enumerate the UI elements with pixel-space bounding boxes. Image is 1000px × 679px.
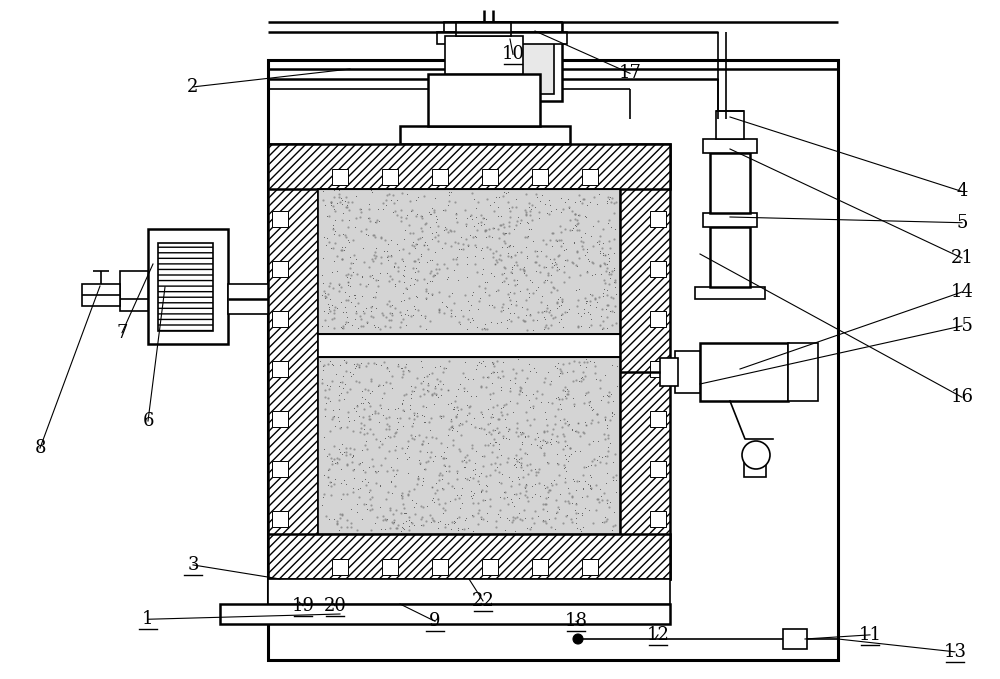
Bar (220, 604, 670, 624)
Bar (120, 271, 148, 311)
Text: 15: 15 (951, 317, 973, 335)
Bar (788, 343, 818, 401)
Bar (650, 211, 666, 227)
Text: 5: 5 (956, 214, 968, 232)
Bar (695, 287, 765, 299)
Bar (268, 579, 670, 604)
Bar (650, 311, 666, 327)
Bar (650, 511, 666, 527)
Text: 2: 2 (187, 78, 199, 96)
Bar (660, 358, 678, 386)
Bar (454, 23, 562, 101)
Text: 21: 21 (951, 249, 973, 267)
Text: 22: 22 (472, 592, 494, 610)
Text: 6: 6 (142, 412, 154, 430)
Bar (400, 126, 570, 144)
Bar (332, 559, 348, 575)
Text: 9: 9 (429, 612, 441, 630)
Bar (272, 261, 288, 277)
Text: 16: 16 (950, 388, 974, 406)
Bar (332, 169, 348, 185)
Bar (710, 153, 750, 213)
Bar (703, 139, 757, 153)
Bar (432, 559, 448, 575)
Bar (462, 36, 554, 94)
Bar (158, 243, 213, 331)
Text: 14: 14 (951, 283, 973, 301)
Circle shape (742, 441, 770, 469)
Bar (582, 559, 598, 575)
Bar (272, 511, 288, 527)
Circle shape (573, 634, 583, 644)
Bar (620, 144, 670, 579)
Bar (148, 229, 228, 344)
Bar (437, 32, 567, 44)
Bar (482, 559, 498, 575)
Text: 7: 7 (116, 324, 128, 342)
Bar (710, 227, 750, 287)
Bar (272, 311, 288, 327)
Bar (268, 144, 318, 579)
Bar (318, 189, 620, 334)
Bar (650, 261, 666, 277)
Bar (716, 111, 744, 139)
Bar (445, 36, 523, 74)
Text: 17: 17 (619, 65, 641, 82)
Bar (744, 463, 766, 477)
Bar (783, 629, 807, 649)
Bar (532, 169, 548, 185)
Bar (228, 284, 268, 314)
Bar (382, 559, 398, 575)
Bar (650, 411, 666, 427)
Text: 20: 20 (324, 597, 346, 614)
Bar (272, 211, 288, 227)
Text: 1: 1 (142, 610, 154, 628)
Bar (582, 169, 598, 185)
Bar (532, 559, 548, 575)
Text: 12: 12 (647, 626, 669, 644)
Text: 19: 19 (292, 597, 314, 614)
Text: 8: 8 (34, 439, 46, 457)
Text: 13: 13 (944, 643, 966, 661)
Bar (318, 334, 620, 357)
Bar (650, 461, 666, 477)
Text: 11: 11 (858, 626, 882, 644)
Bar (318, 357, 620, 534)
Bar (428, 74, 540, 126)
Bar (268, 534, 670, 579)
Text: 3: 3 (187, 556, 199, 574)
Bar (675, 351, 700, 393)
Bar (272, 411, 288, 427)
Bar (456, 22, 511, 36)
Bar (272, 361, 288, 377)
Bar (272, 461, 288, 477)
Bar (268, 144, 670, 189)
Bar (432, 169, 448, 185)
Text: 10: 10 (502, 45, 524, 63)
Bar (482, 169, 498, 185)
Bar (703, 213, 757, 227)
Text: 4: 4 (956, 183, 968, 200)
Bar (382, 169, 398, 185)
Bar (650, 361, 666, 377)
Text: 18: 18 (564, 612, 588, 630)
Bar (268, 60, 838, 660)
Bar (82, 284, 120, 306)
Bar (700, 343, 788, 401)
Bar (444, 22, 562, 34)
